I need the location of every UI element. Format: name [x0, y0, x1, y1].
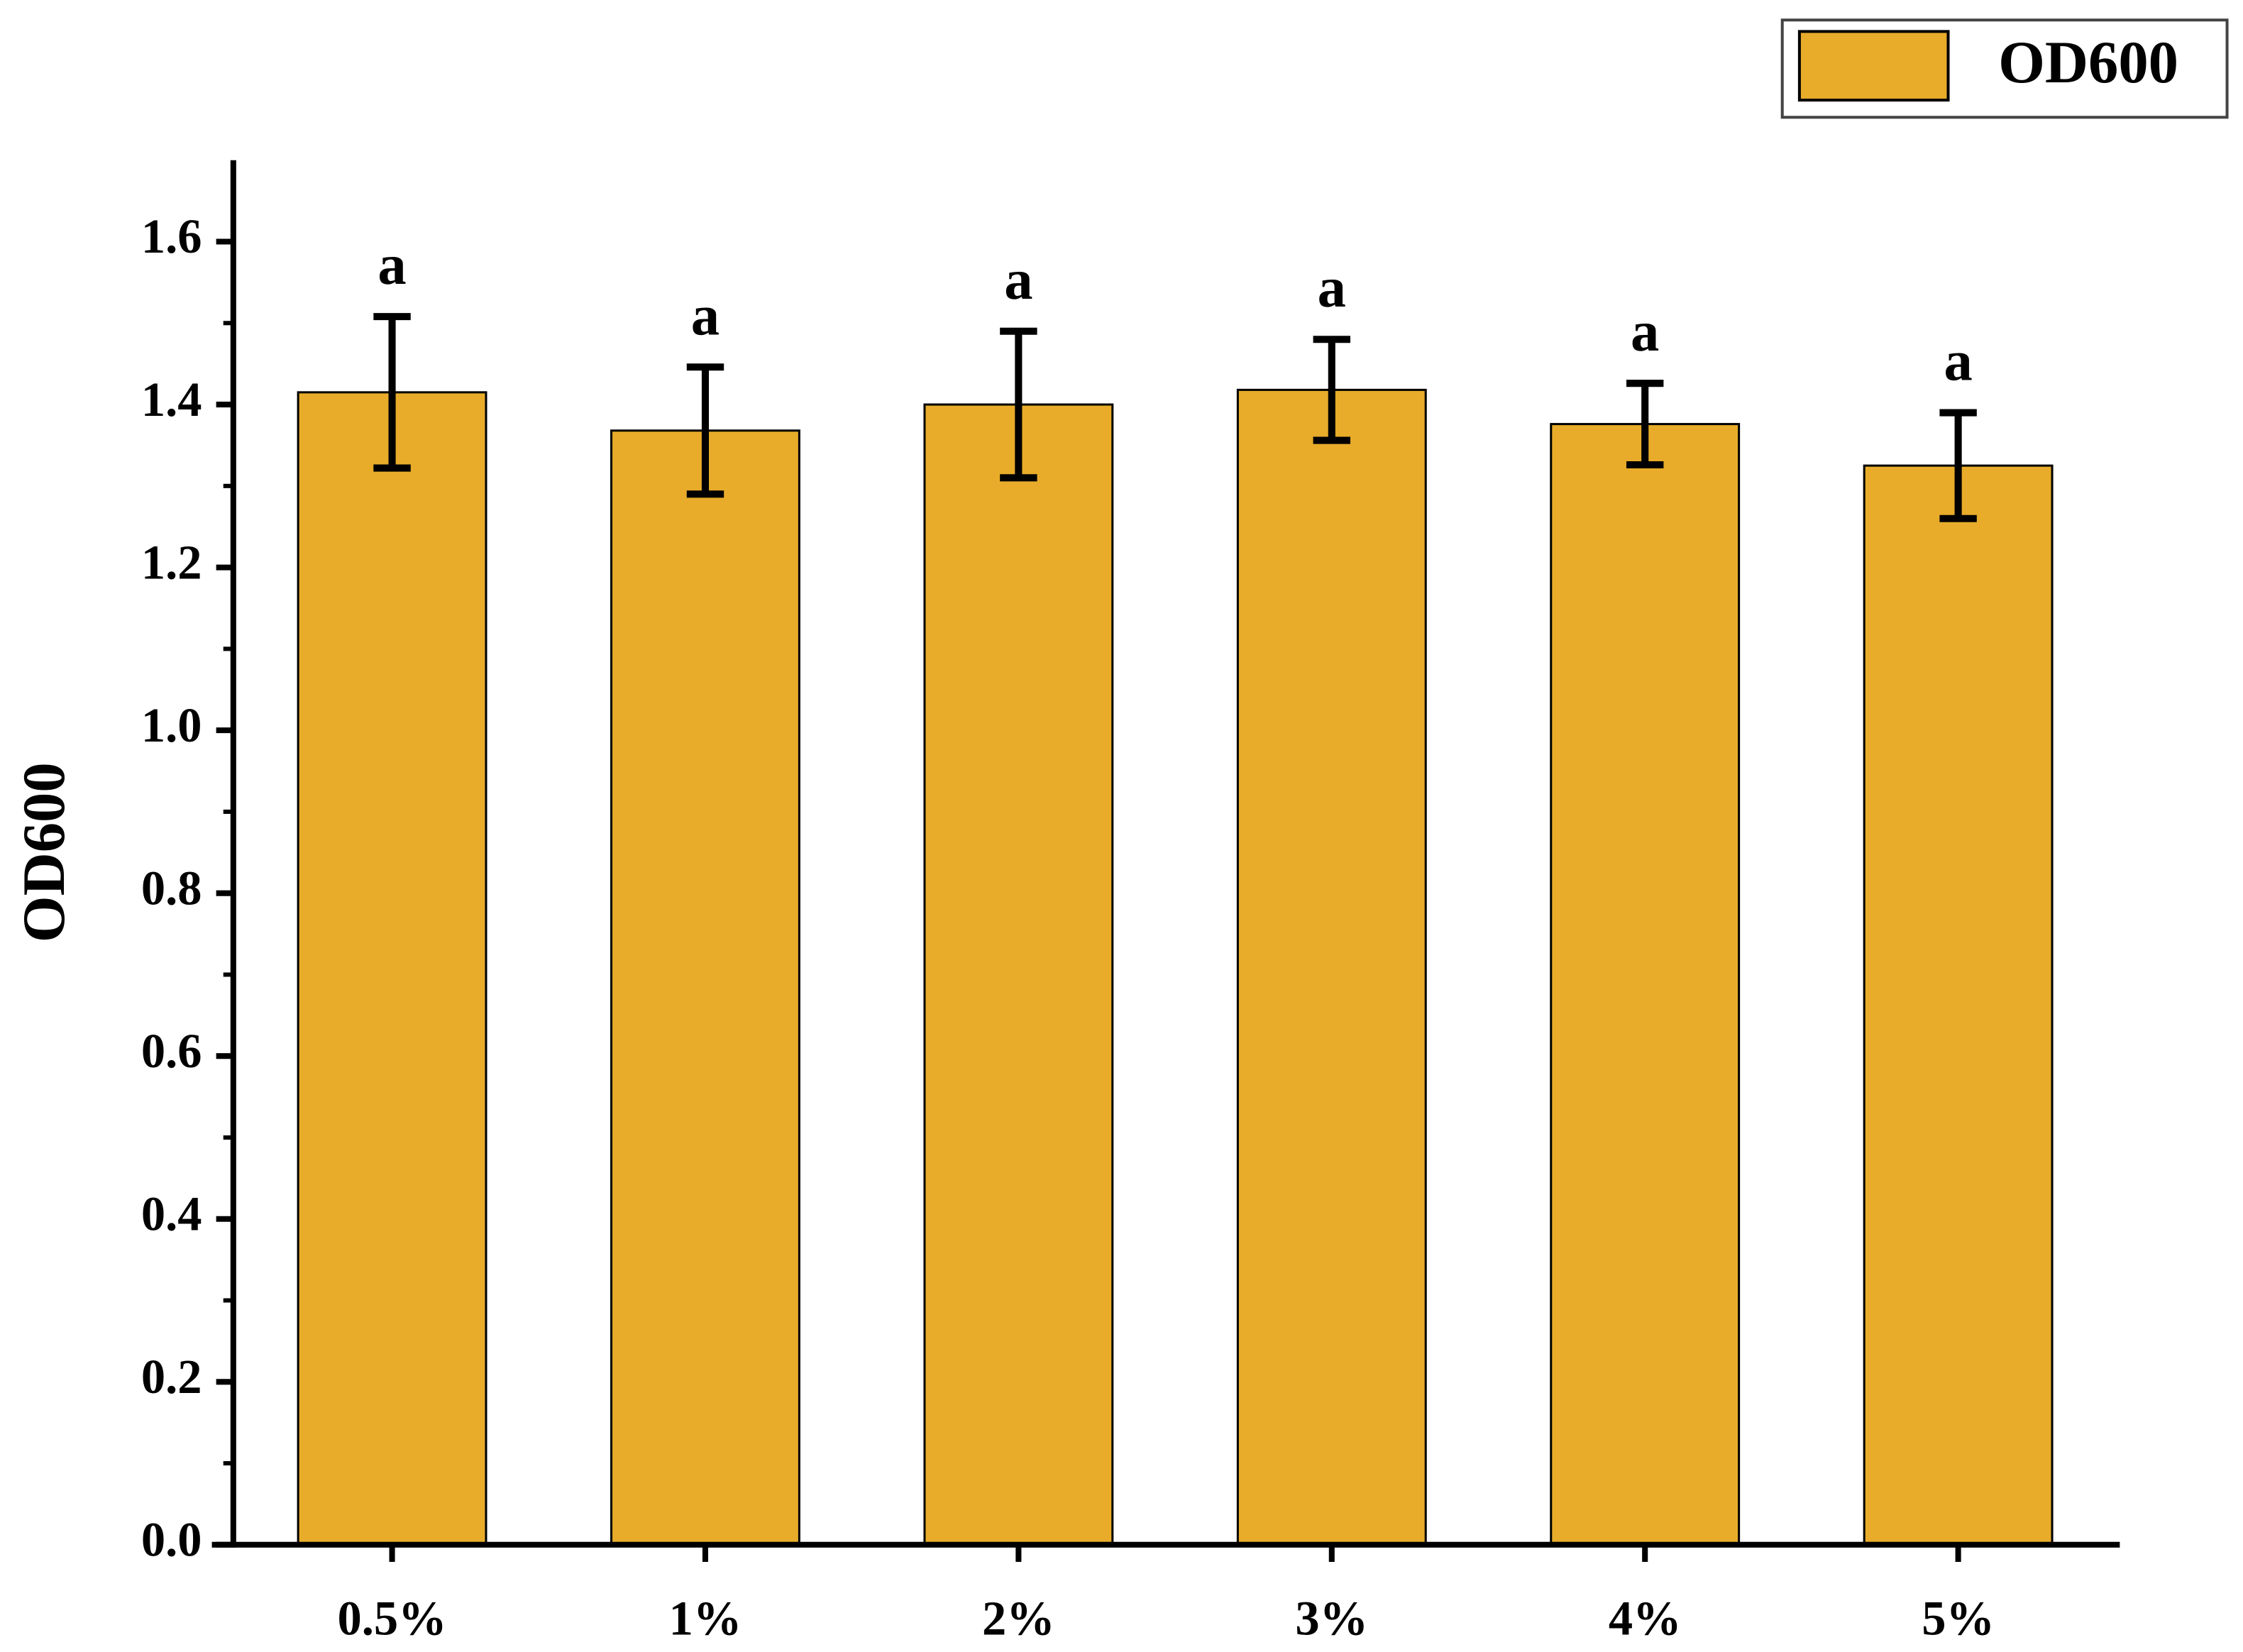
y-tick-label: 0.6 [141, 1024, 202, 1078]
x-tick-label: 1% [669, 1591, 742, 1645]
bar [923, 403, 1114, 1546]
x-tick-label: 2% [982, 1591, 1055, 1645]
legend-label: OD600 [1998, 30, 2178, 96]
x-tick-label: 4% [1609, 1591, 1682, 1645]
y-tick-label: 1.2 [141, 535, 202, 589]
significance-label: a [691, 284, 720, 347]
y-tick-label: 1.0 [141, 698, 202, 752]
legend-swatch [1797, 30, 1950, 102]
bar [610, 429, 800, 1546]
y-tick-label: 0.2 [141, 1350, 202, 1404]
bar [1863, 464, 2054, 1546]
y-tick-label: 0.8 [141, 861, 202, 915]
y-axis-label: OD600 [11, 762, 77, 942]
significance-label: a [1631, 300, 1659, 363]
bar [297, 391, 487, 1546]
significance-label: a [377, 233, 406, 297]
x-tick-label: 0.5% [337, 1591, 446, 1645]
significance-label: a [1318, 256, 1346, 319]
significance-label: a [1944, 330, 1972, 393]
y-tick-label: 1.4 [141, 373, 202, 426]
bar [1550, 423, 1741, 1546]
x-tick-label: 3% [1295, 1591, 1368, 1645]
y-tick-label: 0.4 [141, 1186, 202, 1240]
x-tick-label: 5% [1922, 1591, 1995, 1645]
significance-label: a [1004, 248, 1032, 312]
y-tick-label: 1.6 [141, 209, 202, 263]
y-tick-label: 0.0 [141, 1513, 202, 1567]
bar [1236, 388, 1427, 1546]
